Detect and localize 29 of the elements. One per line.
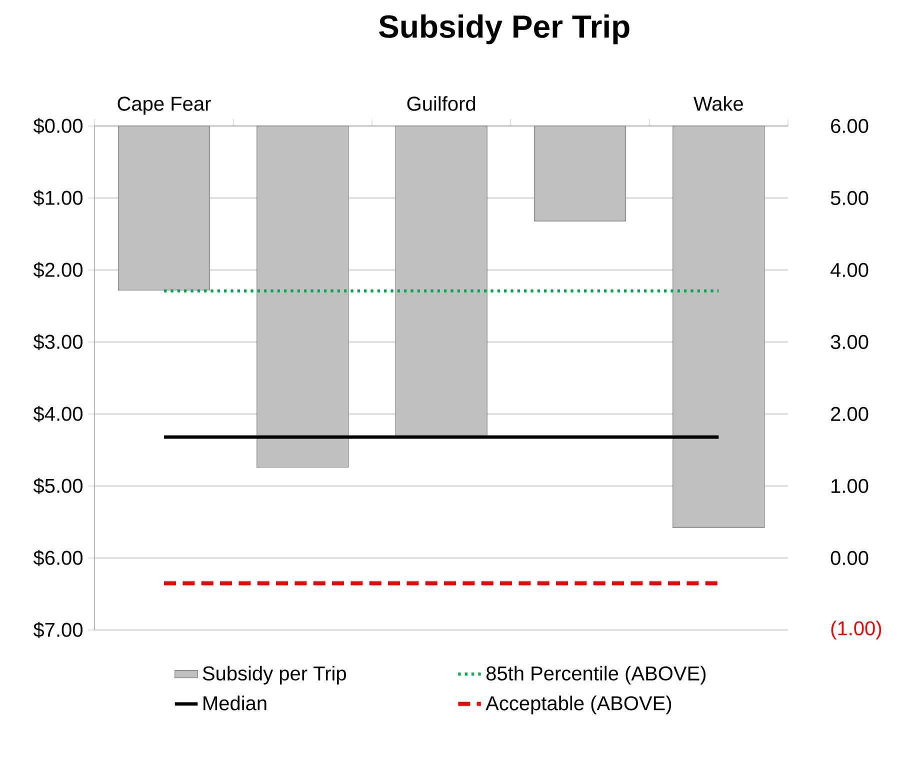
- legend-label: Acceptable (ABOVE): [486, 696, 672, 714]
- y2-tick-label: 6.00: [831, 118, 868, 134]
- y2-tick-label: (1.00): [831, 620, 882, 640]
- y-tick-label: $1.00: [33, 190, 82, 206]
- y-tick-label: $6.00: [33, 550, 82, 566]
- x-tick-label: Wake: [694, 96, 743, 111]
- chart-title: Subsidy Per Trip: [379, 14, 630, 44]
- y2-tick-label: 5.00: [830, 190, 868, 206]
- legend-label: Median: [204, 696, 266, 710]
- y-tick-label: $5.00: [33, 478, 82, 494]
- x-tick-label: Guilford: [407, 96, 476, 111]
- x-tick-label: Cape Fear: [118, 96, 211, 115]
- bar: [672, 126, 765, 528]
- y-tick-label: $3.00: [33, 334, 82, 350]
- bar: [118, 126, 210, 290]
- bar: [395, 126, 488, 437]
- y2-tick-label: 3.00: [830, 334, 868, 350]
- y2-tick-label: 4.00: [830, 262, 868, 278]
- y-tick-label: $0.00: [33, 118, 82, 134]
- y2-tick-label: 1.00: [832, 478, 868, 494]
- y2-tick-label: 2.00: [831, 406, 868, 422]
- y-tick-label: $2.00: [33, 262, 82, 278]
- y2-tick-label: 0.00: [830, 550, 868, 566]
- legend-label: Subsidy per Trip: [202, 666, 346, 684]
- bar: [256, 126, 349, 468]
- y-tick-label: $7.00: [33, 622, 82, 638]
- bar: [534, 126, 626, 222]
- y-tick-label: $4.00: [33, 406, 82, 422]
- legend-label: 85th Percentile (ABOVE): [486, 666, 706, 684]
